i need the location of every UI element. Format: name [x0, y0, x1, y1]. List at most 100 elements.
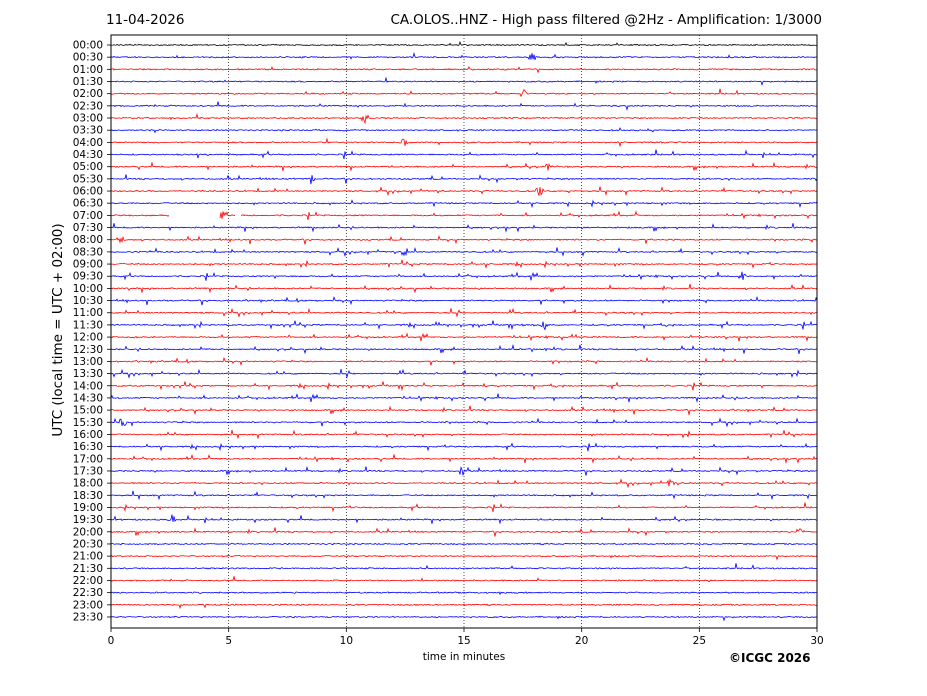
trace-row-0230 [110, 101, 818, 111]
y-tick-label-2000: 20:00 [73, 526, 103, 538]
trace-row-1730 [110, 465, 818, 476]
x-tick-label-10: 10 [340, 635, 353, 647]
y-tick-label-1800: 18:00 [73, 478, 103, 490]
y-tick-label-0530: 05:30 [73, 173, 103, 185]
y-tick-label-0100: 01:00 [73, 64, 103, 76]
y-tick-label-1530: 15:30 [73, 417, 103, 429]
trace-row-0800 [110, 235, 818, 245]
trace-row-1330 [110, 368, 818, 379]
trace-row-0630 [110, 199, 818, 209]
x-axis-label: time in minutes [422, 651, 506, 663]
y-tick-label-2030: 20:30 [73, 538, 103, 550]
trace-row-2000 [110, 527, 818, 537]
y-axis-label: UTC (local time = UTC + 02:00) [50, 223, 66, 437]
trace-row-1530 [110, 417, 818, 428]
trace-row-1200 [110, 332, 818, 342]
trace-row-0030 [110, 51, 818, 61]
trace-row-1930 [110, 514, 818, 525]
trace-row-1500 [110, 405, 818, 416]
y-tick-label-0430: 04:30 [73, 149, 103, 161]
trace-row-2300 [110, 603, 818, 610]
trace-row-1300 [110, 356, 818, 366]
trace-row-0000 [110, 40, 818, 47]
trace-row-0900 [110, 259, 818, 269]
trace-row-1900 [110, 502, 818, 513]
trace-row-1130 [110, 320, 818, 331]
y-tick-label-0500: 05:00 [73, 161, 103, 173]
y-tick-label-0330: 03:30 [73, 125, 103, 137]
trace-row-2230 [110, 591, 818, 596]
trace-row-2330 [110, 615, 818, 622]
trace-row-1830 [110, 490, 818, 501]
x-tick-label-25: 25 [693, 635, 706, 647]
y-tick-label-1830: 18:30 [73, 490, 103, 502]
trace-row-0200 [110, 88, 818, 98]
trace-row-2030 [110, 542, 818, 546]
trace-row-0830 [110, 247, 818, 257]
trace-row-0130 [110, 76, 818, 87]
trace-row-0930 [110, 271, 818, 281]
y-tick-label-0200: 02:00 [73, 88, 103, 100]
y-tick-label-1600: 16:00 [73, 429, 103, 441]
trace-row-2130 [110, 563, 818, 570]
y-tick-label-1900: 19:00 [73, 502, 103, 514]
y-tick-label-2300: 23:00 [73, 599, 103, 611]
y-tick-label-0630: 06:30 [73, 198, 103, 210]
trace-row-0730 [110, 223, 818, 233]
y-tick-label-1300: 13:00 [73, 356, 103, 368]
y-tick-label-0930: 09:30 [73, 271, 103, 283]
trace-row-0300 [110, 113, 818, 125]
chart-title: CA.OLOS..HNZ - High pass filtered @2Hz -… [390, 12, 822, 28]
trace-row-1700 [110, 453, 818, 464]
y-tick-label-1630: 16:30 [73, 441, 103, 453]
trace-row-1230 [110, 343, 818, 355]
y-tick-label-0000: 00:00 [73, 40, 103, 52]
y-tick-label-0300: 03:00 [73, 113, 103, 125]
y-tick-label-1430: 14:30 [73, 392, 103, 404]
trace-row-0500 [110, 161, 818, 172]
trace-row-2100 [110, 554, 818, 561]
y-tick-label-0730: 07:30 [73, 222, 103, 234]
y-tick-label-1100: 11:00 [73, 307, 103, 319]
trace-row-0600 [110, 186, 818, 197]
y-tick-label-1500: 15:00 [73, 405, 103, 417]
y-tick-label-0400: 04:00 [73, 137, 103, 149]
y-tick-label-1700: 17:00 [73, 453, 103, 465]
y-tick-label-2130: 21:30 [73, 563, 103, 575]
trace-row-0400 [110, 137, 818, 148]
y-tick-label-2100: 21:00 [73, 551, 103, 563]
trace-row-0430 [110, 149, 818, 160]
trace-row-1030 [110, 295, 818, 306]
y-tick-label-1930: 19:30 [73, 514, 103, 526]
trace-row-1000 [110, 283, 818, 294]
y-tick-label-0130: 01:30 [73, 76, 103, 88]
y-tick-label-2200: 22:00 [73, 575, 103, 587]
y-tick-label-2230: 22:30 [73, 587, 103, 599]
copyright-label: ©ICGC 2026 [729, 651, 811, 665]
trace-row-2200 [110, 576, 818, 583]
y-tick-label-1400: 14:00 [73, 380, 103, 392]
y-tick-label-1130: 11:30 [73, 319, 103, 331]
y-tick-label-0830: 08:30 [73, 246, 103, 258]
trace-row-0100 [110, 66, 818, 74]
y-tick-label-1000: 10:00 [73, 283, 103, 295]
x-tick-label-5: 5 [225, 635, 232, 647]
x-tick-label-20: 20 [575, 635, 588, 647]
y-tick-label-2330: 23:30 [73, 611, 103, 623]
y-tick-label-1200: 12:00 [73, 332, 103, 344]
y-tick-label-0900: 09:00 [73, 259, 103, 271]
trace-row-1800 [110, 478, 818, 489]
y-tick-label-0600: 06:00 [73, 186, 103, 198]
trace-row-0700 [110, 210, 818, 221]
y-tick-label-1030: 10:30 [73, 295, 103, 307]
y-tick-label-0800: 08:00 [73, 234, 103, 246]
date-label: 11-04-2026 [106, 12, 185, 28]
x-tick-label-30: 30 [810, 635, 823, 647]
x-tick-label-15: 15 [457, 635, 470, 647]
y-tick-label-0030: 00:30 [73, 52, 103, 64]
trace-row-1400 [110, 381, 818, 392]
y-tick-label-1730: 17:30 [73, 465, 103, 477]
y-tick-label-0230: 02:30 [73, 100, 103, 112]
y-tick-label-1230: 12:30 [73, 344, 103, 356]
